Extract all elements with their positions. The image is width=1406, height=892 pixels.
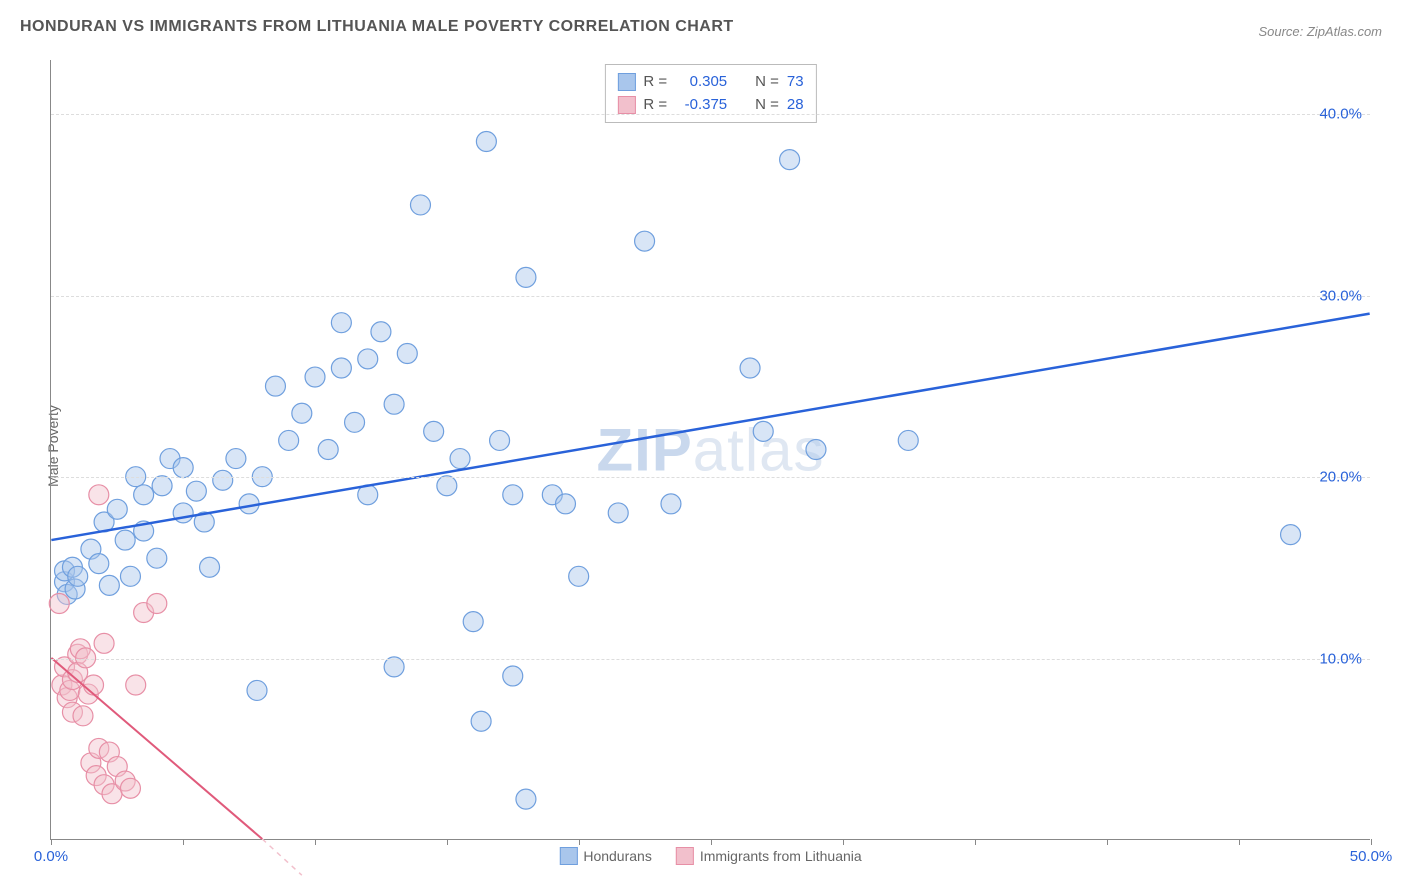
gridline [51,477,1370,478]
source-attribution: Source: ZipAtlas.com [1258,24,1382,39]
legend-item-hondurans: Hondurans [559,847,652,865]
swatch-hondurans [617,73,635,91]
xtick [1239,839,1240,845]
xtick [711,839,712,845]
gridline [51,114,1370,115]
legend-item-lithuania: Immigrants from Lithuania [676,847,862,865]
stats-row-lithuania: R = -0.375 N = 28 [617,94,803,117]
chart-title: HONDURAN VS IMMIGRANTS FROM LITHUANIA MA… [20,18,734,36]
xtick [579,839,580,845]
swatch-lithuania-icon [676,847,694,865]
ytick-label: 30.0% [1319,287,1362,304]
xtick [1107,839,1108,845]
xtick [843,839,844,845]
bottom-legend: Hondurans Immigrants from Lithuania [559,847,861,865]
ytick-label: 40.0% [1319,106,1362,123]
swatch-hondurans-icon [559,847,577,865]
xtick [1371,839,1372,845]
xtick [315,839,316,845]
xtick [975,839,976,845]
xtick [183,839,184,845]
scatter-svg [51,60,1370,839]
gridline [51,296,1370,297]
swatch-lithuania [617,96,635,114]
ytick-label: 10.0% [1319,650,1362,667]
gridline [51,659,1370,660]
xtick-label: 50.0% [1350,848,1393,865]
chart-plot-area: ZIPatlas R = 0.305 N = 73 R = -0.375 N =… [50,60,1370,840]
stats-row-hondurans: R = 0.305 N = 73 [617,71,803,94]
xtick-label: 0.0% [34,848,68,865]
xtick [447,839,448,845]
ytick-label: 20.0% [1319,469,1362,486]
xtick [51,839,52,845]
